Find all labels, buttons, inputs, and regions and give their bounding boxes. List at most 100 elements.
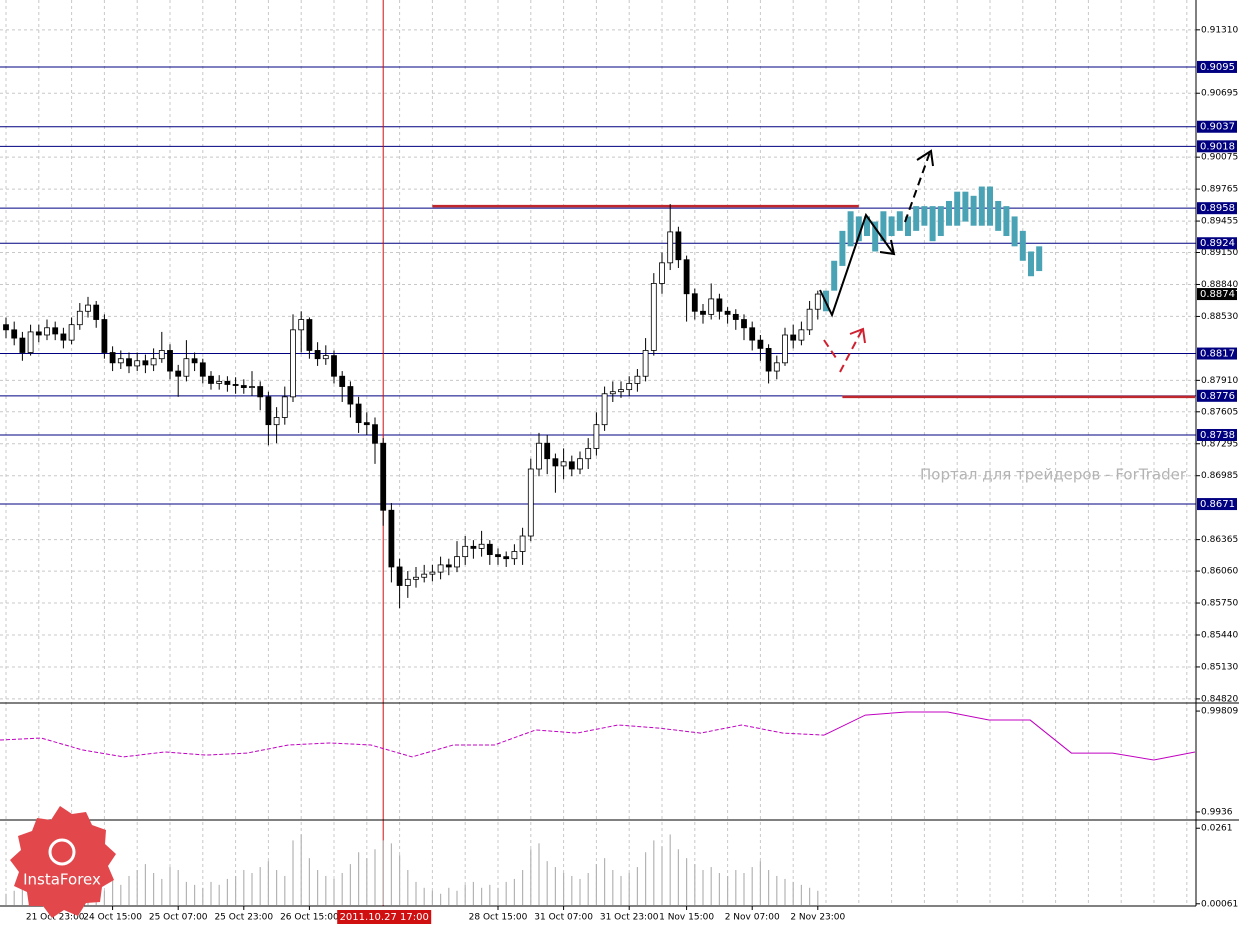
y-tick-label: 0.89150 — [1201, 248, 1238, 258]
candle-body — [683, 259, 690, 295]
candle-body — [421, 573, 428, 578]
candle-body — [175, 370, 182, 377]
candle-body — [290, 329, 296, 398]
forecast-bar — [970, 195, 977, 226]
candle-body — [85, 304, 91, 312]
candle-body — [724, 310, 731, 315]
candle-body — [68, 324, 75, 341]
alt-arrow — [823, 339, 837, 359]
level-label-box — [1197, 237, 1237, 250]
logo-badge — [10, 806, 116, 918]
candle-body — [798, 329, 805, 341]
forecast-bar — [921, 206, 928, 226]
candle-body — [519, 535, 526, 552]
forecast-bar — [978, 186, 985, 226]
forecast-bar — [831, 260, 838, 291]
level-label: 0.8817 — [1200, 349, 1235, 360]
forecast-bar — [946, 200, 952, 226]
x-tick-label: 24 Oct 15:00 — [83, 913, 142, 923]
forecast-bar — [896, 211, 903, 231]
candle-body — [396, 566, 403, 586]
y-tick-label: 0.85130 — [1201, 662, 1238, 672]
candle-body — [568, 461, 575, 470]
candle-body — [470, 545, 477, 549]
arrow-head — [879, 239, 896, 256]
indicator-line — [823, 711, 1196, 761]
candle-body — [478, 543, 485, 549]
level-label-box — [1197, 389, 1237, 402]
candle-body — [191, 358, 198, 364]
forecast-bar — [888, 216, 895, 237]
level-label: 0.8924 — [1200, 238, 1235, 249]
x-tick-label: 1 Nov 15:00 — [659, 913, 714, 923]
y-tick-label: 0.84820 — [1201, 694, 1238, 704]
level-label-box — [1197, 140, 1237, 153]
crosshair-label: 2011.10.27 17:00 — [340, 912, 429, 923]
candle-body — [232, 384, 239, 386]
level-label: 0.8738 — [1200, 430, 1235, 441]
candle-body — [486, 543, 493, 555]
candle-body — [495, 554, 501, 558]
y-tick-label: 0.86060 — [1201, 567, 1238, 577]
candle-body — [93, 304, 100, 320]
candle-body — [700, 310, 706, 315]
candle-body — [527, 468, 534, 537]
candle-body — [708, 298, 715, 315]
candle-body — [765, 347, 772, 372]
indicator-line — [0, 724, 825, 758]
y-tick-label: 0.86365 — [1201, 535, 1238, 545]
forecast-arrow — [819, 212, 894, 318]
candle-body — [27, 331, 34, 353]
y-tick-label: 0.90695 — [1201, 89, 1238, 99]
level-label-box — [1197, 202, 1237, 215]
forecast-bar — [880, 211, 887, 242]
candle-body — [273, 417, 280, 426]
x-tick-label: 28 Oct 15:00 — [469, 913, 528, 923]
forecast-bar — [872, 221, 879, 252]
candle-body — [298, 319, 305, 331]
arrow-head — [916, 149, 934, 167]
candle-body — [773, 362, 780, 372]
forecast-bar — [905, 216, 911, 237]
candle-body — [437, 564, 444, 573]
candle-body — [257, 386, 264, 398]
candle-body — [806, 308, 813, 331]
candle-body — [445, 564, 452, 568]
x-tick-label: 2 Nov 23:00 — [790, 913, 845, 923]
forecast-bar — [954, 191, 961, 226]
candle-body — [790, 334, 797, 341]
candle-body — [158, 350, 165, 360]
candle-body — [249, 386, 255, 388]
candle-body — [363, 422, 370, 426]
candle-body — [134, 360, 141, 367]
level-label: 0.9018 — [1200, 141, 1235, 152]
candle-body — [167, 350, 173, 372]
candle-body — [716, 298, 723, 312]
y-tick-label: 0.88840 — [1201, 280, 1238, 290]
axis-background — [1196, 0, 1239, 927]
forecast-bar — [839, 230, 846, 266]
candle-body — [659, 262, 665, 284]
forecast-bar — [913, 206, 920, 231]
candle-body — [429, 571, 436, 575]
x-tick-label: 25 Oct 07:00 — [149, 913, 208, 923]
y-tick-label: 0.99809 — [1201, 707, 1238, 717]
candle-body — [650, 283, 657, 351]
y-tick-label: 0.0261 — [1201, 824, 1233, 834]
candle-body — [552, 458, 559, 467]
candle-body — [634, 375, 641, 384]
candle-body — [199, 362, 206, 377]
candle-body — [117, 358, 124, 364]
candle-body — [593, 424, 600, 449]
candle-body — [462, 545, 469, 558]
candle-body — [577, 458, 583, 470]
candle-body — [503, 556, 510, 560]
level-label-box — [1197, 428, 1237, 441]
candle-body — [347, 386, 354, 405]
y-tick-label: 0.9936 — [1201, 807, 1233, 817]
y-tick-label: 0.90075 — [1201, 153, 1238, 163]
candle-body — [732, 313, 739, 320]
x-tick-label: 31 Oct 23:00 — [600, 913, 659, 923]
y-tick-label: 0.87605 — [1201, 407, 1238, 417]
